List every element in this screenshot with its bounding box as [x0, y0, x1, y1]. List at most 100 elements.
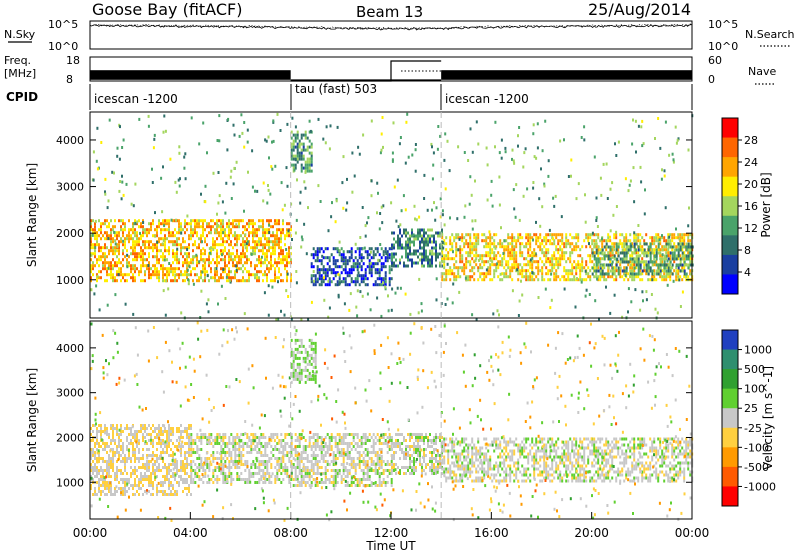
- heatmap-cell: [266, 249, 268, 253]
- heatmap-cell: [535, 236, 538, 240]
- heatmap-cell: [433, 246, 435, 250]
- heatmap-cell: [196, 261, 198, 265]
- heatmap-cell: [423, 231, 425, 235]
- heatmap-cell: [649, 242, 652, 246]
- heatmap-cell: [581, 260, 584, 264]
- heatmap-cell: [535, 260, 538, 264]
- heatmap-cell: [322, 271, 325, 275]
- heatmap-cell: [653, 278, 656, 282]
- heatmap-cell: [150, 460, 152, 463]
- heatmap-cell: [164, 237, 166, 241]
- heatmap-cell: [238, 258, 240, 262]
- heatmap-cell: [156, 249, 158, 253]
- heatmap-cell: [98, 228, 100, 232]
- heatmap-cell: [190, 451, 193, 454]
- heatmap-cell: [577, 254, 580, 258]
- heatmap-cell: [282, 231, 284, 235]
- heatmap-cell: [208, 478, 211, 481]
- heatmap-cell: [272, 243, 274, 247]
- heatmap-cell: [252, 219, 254, 223]
- heatmap-cell: [474, 259, 477, 263]
- heatmap-cell: [392, 121, 395, 125]
- heatmap-cell: [190, 427, 192, 430]
- heatmap-cell: [108, 252, 110, 256]
- heatmap-cell: [262, 475, 265, 478]
- heatmap-cell: [640, 180, 643, 184]
- heatmap-cell: [549, 257, 552, 261]
- heatmap-cell: [517, 278, 520, 282]
- heatmap-cell: [192, 243, 194, 247]
- heatmap-cell: [258, 258, 260, 262]
- heatmap-cell: [453, 278, 456, 282]
- heatmap-cell: [627, 239, 630, 243]
- heatmap-cell: [166, 237, 168, 241]
- heatmap-cell: [326, 268, 329, 272]
- heatmap-cell: [170, 448, 172, 451]
- heatmap-cell: [448, 169, 451, 173]
- heatmap-cell: [262, 181, 265, 185]
- heatmap-cell: [405, 228, 407, 232]
- heatmap-cell: [244, 469, 247, 472]
- heatmap-cell: [178, 145, 181, 149]
- heatmap-cell: [236, 454, 239, 457]
- heatmap-cell: [176, 231, 178, 235]
- heatmap-cell: [188, 445, 190, 448]
- heatmap-cell: [346, 250, 349, 254]
- heatmap-cell: [108, 436, 110, 439]
- heatmap-cell: [172, 231, 174, 235]
- heatmap-cell: [511, 266, 514, 270]
- heatmap-cell: [550, 272, 553, 276]
- heatmap-cell: [160, 484, 162, 487]
- heatmap-cell: [653, 257, 656, 261]
- heatmap-cell: [350, 280, 353, 284]
- heatmap-cell: [216, 475, 219, 478]
- heatmap-cell: [465, 266, 468, 270]
- heatmap-cell: [190, 445, 193, 448]
- heatmap-cell: [236, 472, 239, 475]
- heatmap-cell: [436, 147, 439, 151]
- heatmap-cell: [222, 258, 224, 262]
- heatmap-cell: [380, 262, 383, 266]
- heatmap-cell: [477, 278, 480, 282]
- heatmap-cell: [518, 126, 521, 129]
- heatmap-cell: [294, 163, 297, 167]
- heatmap-cell: [479, 263, 482, 267]
- heatmap-cell: [112, 279, 114, 283]
- heatmap-cell: [92, 424, 94, 427]
- heatmap-cell: [162, 279, 164, 283]
- heatmap-cell: [150, 427, 152, 430]
- heatmap-cell: [471, 245, 474, 249]
- heatmap-cell: [180, 231, 183, 235]
- heatmap-cell: [512, 159, 515, 163]
- heatmap-cell: [116, 273, 118, 277]
- heatmap-cell: [427, 255, 429, 259]
- heatmap-cell: [477, 236, 480, 240]
- heatmap-cell: [503, 266, 506, 270]
- heatmap-cell: [588, 242, 590, 246]
- heatmap-cell: [170, 493, 172, 496]
- heatmap-cell: [228, 267, 230, 271]
- heatmap-cell: [577, 260, 580, 264]
- heatmap-cell: [277, 280, 279, 284]
- heatmap-cell: [491, 278, 494, 282]
- heatmap-cell: [200, 466, 203, 469]
- heatmap-cell: [380, 256, 383, 260]
- heatmap-cell: [490, 179, 493, 183]
- heatmap-cell: [194, 222, 196, 226]
- heatmap-cell: [138, 243, 140, 247]
- heatmap-cell: [100, 270, 102, 274]
- heatmap-cell: [232, 252, 234, 256]
- heatmap-cell: [544, 287, 547, 291]
- heatmap-cell: [106, 481, 108, 484]
- heatmap-cell: [681, 278, 684, 282]
- heatmap-cell: [178, 222, 180, 226]
- heatmap-cell: [455, 242, 458, 246]
- heatmap-cell: [659, 242, 662, 246]
- heatmap-cell: [152, 439, 154, 442]
- heatmap-cell: [441, 236, 444, 240]
- heatmap-cell: [525, 275, 528, 279]
- heatmap-cell: [162, 475, 164, 478]
- heatmap-cell: [98, 490, 100, 493]
- heatmap-cell: [236, 249, 238, 253]
